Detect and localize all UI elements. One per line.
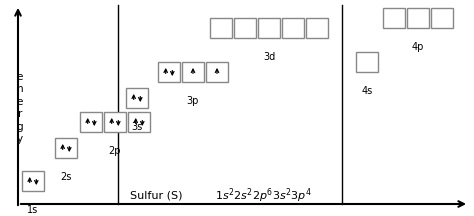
Text: 2p: 2p xyxy=(109,146,121,156)
Text: 4s: 4s xyxy=(361,86,373,96)
Bar xyxy=(158,62,180,82)
Bar xyxy=(128,112,150,132)
Bar xyxy=(210,18,232,38)
Bar xyxy=(126,88,148,108)
Text: $1s^{2}2s^{2}2p^{6}3s^{2}3p^{4}$: $1s^{2}2s^{2}2p^{6}3s^{2}3p^{4}$ xyxy=(215,187,312,205)
Bar xyxy=(282,18,304,38)
Text: 4p: 4p xyxy=(412,42,424,52)
Bar xyxy=(258,18,280,38)
Text: 3p: 3p xyxy=(187,96,199,106)
Bar xyxy=(234,18,256,38)
Bar xyxy=(356,52,378,72)
Bar xyxy=(431,8,453,28)
Bar xyxy=(306,18,328,38)
Bar xyxy=(22,171,44,191)
Bar xyxy=(383,8,405,28)
Bar xyxy=(182,62,204,82)
Bar xyxy=(206,62,228,82)
Text: 2s: 2s xyxy=(60,172,72,182)
Bar xyxy=(407,8,429,28)
Text: 3s: 3s xyxy=(131,122,143,132)
Bar xyxy=(55,138,77,158)
Text: 1s: 1s xyxy=(27,205,38,215)
Bar xyxy=(104,112,126,132)
Text: 3d: 3d xyxy=(263,52,275,62)
Text: Sulfur (S): Sulfur (S) xyxy=(130,191,182,201)
Text: e
n
e
r
g
y: e n e r g y xyxy=(17,72,23,144)
Bar xyxy=(80,112,102,132)
